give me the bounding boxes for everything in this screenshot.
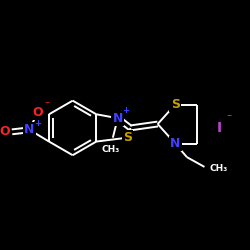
Text: ⁻: ⁻ xyxy=(44,100,50,110)
Text: +: + xyxy=(122,106,129,115)
Text: ⁻: ⁻ xyxy=(226,113,231,123)
Text: +: + xyxy=(34,118,41,128)
Text: I: I xyxy=(216,121,222,135)
Text: N: N xyxy=(24,123,35,136)
Text: N: N xyxy=(112,112,123,125)
Text: O: O xyxy=(0,125,10,138)
Text: N: N xyxy=(170,137,180,150)
Text: CH₃: CH₃ xyxy=(210,164,228,173)
Text: O: O xyxy=(32,106,43,119)
Text: S: S xyxy=(171,98,180,111)
Text: CH₃: CH₃ xyxy=(102,145,120,154)
Text: S: S xyxy=(123,131,132,144)
